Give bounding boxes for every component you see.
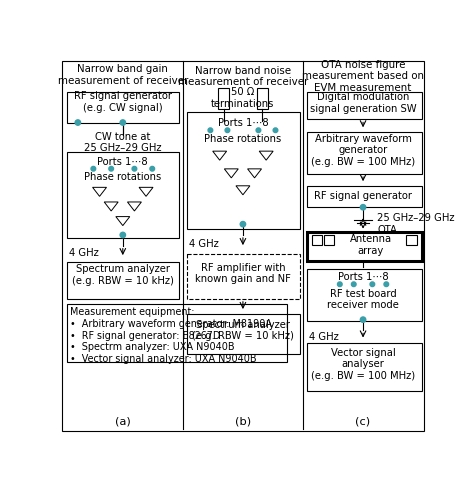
Bar	[307, 232, 422, 261]
Circle shape	[360, 317, 366, 322]
Bar	[67, 304, 287, 362]
Text: Digital modulation
signal generation SW: Digital modulation signal generation SW	[310, 93, 416, 114]
Circle shape	[384, 282, 389, 287]
Bar	[67, 262, 179, 299]
Text: RF signal generator: RF signal generator	[314, 191, 412, 200]
Text: Spectrum analyzer
(e.g. RBW = 10 kHz): Spectrum analyzer (e.g. RBW = 10 kHz)	[72, 264, 174, 286]
Circle shape	[256, 128, 261, 133]
Text: Phase rotations: Phase rotations	[204, 134, 282, 144]
Text: Ports 1⋯8: Ports 1⋯8	[218, 117, 268, 128]
Bar	[218, 88, 229, 109]
Text: CW tone at
25 GHz–29 GHz: CW tone at 25 GHz–29 GHz	[84, 132, 162, 153]
Text: (a): (a)	[115, 416, 131, 426]
Bar	[67, 152, 179, 238]
Text: Spectrum analyzer
(e.g. RBW = 10 kHz): Spectrum analyzer (e.g. RBW = 10 kHz)	[192, 320, 294, 341]
Circle shape	[150, 166, 155, 171]
Circle shape	[225, 128, 230, 133]
Text: Vector signal
analyser
(e.g. BW = 100 MHz): Vector signal analyser (e.g. BW = 100 MH…	[311, 347, 415, 381]
Bar	[67, 92, 179, 123]
Text: Ports 1⋯8: Ports 1⋯8	[338, 272, 388, 282]
Bar	[307, 92, 422, 119]
Circle shape	[360, 204, 366, 210]
Text: Measurement equipment:
•  Arbitrary waveform generator: M8190A
•  RF signal gene: Measurement equipment: • Arbitrary wavef…	[70, 307, 272, 364]
Circle shape	[370, 282, 374, 287]
Bar	[307, 269, 422, 321]
Text: 50 Ω
terminations: 50 Ω terminations	[211, 87, 274, 109]
Circle shape	[109, 166, 113, 171]
Circle shape	[208, 128, 213, 133]
Text: Ports 1⋯8: Ports 1⋯8	[98, 157, 148, 167]
Bar	[187, 112, 300, 229]
Text: 4 GHz: 4 GHz	[189, 239, 219, 249]
Text: Narrow band gain
measurement of receiver: Narrow band gain measurement of receiver	[58, 64, 188, 86]
Text: RF amplifier with
known gain and NF: RF amplifier with known gain and NF	[195, 263, 291, 284]
Circle shape	[120, 120, 126, 125]
Circle shape	[337, 282, 342, 287]
Circle shape	[75, 120, 81, 125]
Text: RF signal generator
(e.g. CW signal): RF signal generator (e.g. CW signal)	[74, 91, 172, 112]
Text: Narrow band noise
measurement of receiver: Narrow band noise measurement of receive…	[178, 65, 308, 87]
Text: (c): (c)	[356, 416, 371, 426]
Text: Arbitrary waveform
generator
(e.g. BW = 100 MHz): Arbitrary waveform generator (e.g. BW = …	[311, 134, 415, 167]
Text: Phase rotations: Phase rotations	[84, 172, 162, 182]
Text: 4 GHz: 4 GHz	[309, 332, 338, 342]
Circle shape	[132, 166, 137, 171]
Circle shape	[273, 128, 278, 133]
Bar	[406, 235, 417, 245]
Circle shape	[120, 232, 126, 238]
Bar	[187, 313, 300, 353]
Text: 25 GHz–29 GHz
OTA: 25 GHz–29 GHz OTA	[377, 213, 455, 235]
Bar	[307, 132, 422, 174]
Text: 4 GHz: 4 GHz	[69, 248, 98, 258]
Text: RF test board
receiver mode: RF test board receiver mode	[327, 289, 399, 310]
Bar	[312, 235, 322, 245]
Bar	[324, 235, 334, 245]
Text: (b): (b)	[235, 416, 251, 426]
Circle shape	[91, 166, 96, 171]
Bar	[307, 343, 422, 391]
Text: Antenna
array: Antenna array	[350, 234, 392, 256]
Bar	[307, 186, 422, 207]
Text: OTA noise figure
measurement based on
EVM measurement: OTA noise figure measurement based on EV…	[302, 60, 424, 93]
Circle shape	[240, 221, 246, 227]
Circle shape	[351, 282, 356, 287]
Bar	[187, 254, 300, 299]
Bar	[257, 88, 268, 109]
